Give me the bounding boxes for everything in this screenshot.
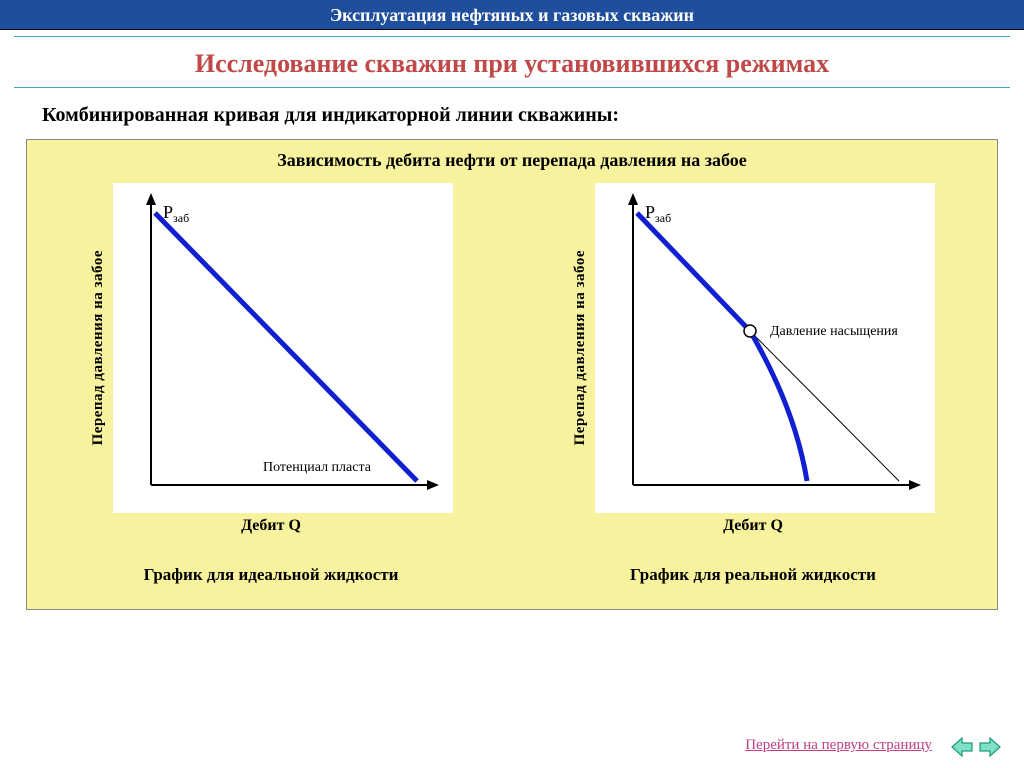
figure-area: Зависимость дебита нефти от перепада дав…: [26, 139, 998, 610]
x-arrow-left: [427, 480, 439, 490]
y-arrow-right: [628, 193, 638, 205]
xlabel-left: Дебит Q: [241, 517, 301, 535]
plot-row-left: Перепад давления на забое Pзаб Потенциа: [90, 183, 453, 513]
divider-top: [14, 36, 1010, 37]
panels-row: Перепад давления на забое Pзаб Потенциа: [35, 183, 989, 585]
ylabel-left: Перепад давления на забое: [90, 250, 107, 445]
caption-right: График для реальной жидкости: [630, 565, 876, 585]
next-arrow-icon[interactable]: [978, 736, 1002, 758]
axis-label-left: Pзаб: [163, 202, 189, 225]
caption-left: График для идеальной жидкости: [144, 565, 399, 585]
y-arrow-left: [146, 193, 156, 205]
divider-under-title: [14, 87, 1010, 88]
saturation-marker: [744, 325, 756, 337]
prev-arrow-icon[interactable]: [950, 736, 974, 758]
curve-real-linear: [637, 213, 750, 331]
subtitle: Комбинированная кривая для индикаторной …: [42, 104, 1024, 127]
marker-label-right: Давление насыщения: [770, 324, 898, 339]
ylabel-right: Перепад давления на забое: [572, 250, 589, 445]
header-title: Эксплуатация нефтяных и газовых скважин: [330, 5, 694, 25]
xlabel-right: Дебит Q: [723, 517, 783, 535]
thin-extension: [750, 331, 899, 481]
curve-ideal: [155, 213, 417, 481]
goto-first-page-link[interactable]: Перейти на первую страницу: [745, 737, 932, 754]
curve-real-bend: [750, 331, 807, 481]
axis-label-right: Pзаб: [645, 202, 671, 225]
panel-left: Перепад давления на забое Pзаб Потенциа: [35, 183, 507, 585]
page-title: Исследование скважин при установившихся …: [0, 49, 1024, 79]
note-left: Потенциал пласта: [263, 460, 372, 475]
panel-right: Перепад давления на забое: [517, 183, 989, 585]
plot-left: Pзаб Потенциал пласта: [113, 183, 453, 513]
plot-right: Pзаб Давление насыщения: [595, 183, 935, 513]
header-bar: Эксплуатация нефтяных и газовых скважин: [0, 0, 1024, 30]
figure-title: Зависимость дебита нефти от перепада дав…: [35, 150, 989, 171]
plot-right-svg: Pзаб Давление насыщения: [595, 183, 935, 513]
plot-row-right: Перепад давления на забое: [572, 183, 935, 513]
x-arrow-right: [909, 480, 921, 490]
nav-arrows: [950, 736, 1002, 758]
plot-left-svg: Pзаб Потенциал пласта: [113, 183, 453, 513]
